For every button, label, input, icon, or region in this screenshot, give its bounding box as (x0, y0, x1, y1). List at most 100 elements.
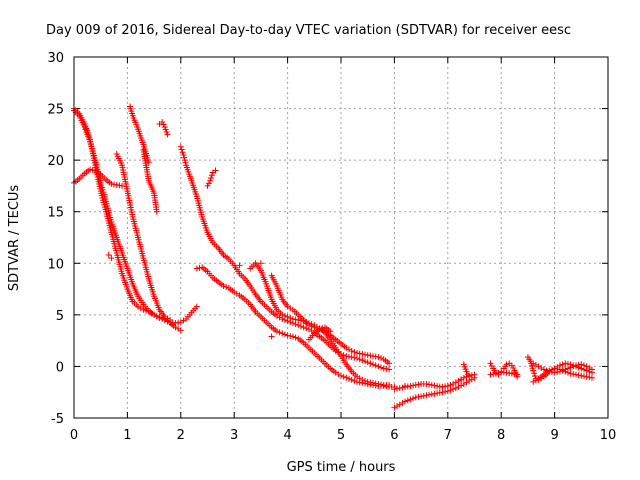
data-point-interp (362, 377, 369, 384)
data-point (354, 378, 361, 385)
data-point (300, 324, 307, 331)
data-point-interp (362, 358, 369, 365)
data-point-interp (351, 354, 358, 361)
data-point (583, 363, 590, 370)
data-point (172, 320, 179, 327)
data-point (439, 384, 446, 391)
data-point (348, 354, 355, 361)
data-point-interp (367, 379, 374, 386)
data-point (492, 370, 499, 377)
data-point (316, 326, 323, 333)
data-point (364, 378, 371, 385)
x-axis-label: GPS time / hours (287, 460, 396, 475)
data-point-interp (463, 379, 470, 386)
data-point-interp (362, 351, 369, 358)
data-point (193, 303, 200, 310)
data-point (305, 322, 312, 329)
data-point-interp (495, 370, 502, 377)
data-point-interp (153, 312, 160, 319)
data-point (530, 378, 537, 385)
data-point (354, 355, 361, 362)
data-point (212, 167, 219, 174)
data-point (359, 351, 366, 358)
data-point (348, 347, 355, 354)
data-point (434, 383, 441, 390)
data-point (343, 374, 350, 381)
data-point (177, 143, 184, 150)
data-point-interp (436, 383, 443, 390)
data-point (177, 327, 184, 334)
data-point (508, 370, 515, 377)
data-point-interp (404, 383, 411, 390)
grid-lines (74, 57, 608, 418)
data-point (487, 371, 494, 378)
data-point (145, 159, 152, 166)
data-point-interp (169, 319, 176, 326)
data-point (386, 360, 393, 367)
data-point-interp (196, 264, 203, 271)
data-point (444, 383, 451, 390)
data-point (455, 384, 462, 391)
data-point (289, 333, 296, 340)
data-point (546, 368, 553, 375)
x-tick-label: 0 (70, 428, 78, 443)
data-point-interp (208, 175, 215, 182)
data-point (359, 376, 366, 383)
data-point (113, 181, 120, 188)
x-tick-label: 1 (123, 428, 131, 443)
data-point (583, 373, 590, 380)
data-point (167, 317, 174, 324)
x-tick-label: 10 (600, 428, 617, 443)
data-point (466, 373, 473, 380)
data-point-interp (580, 373, 587, 380)
data-point-interp (458, 382, 465, 389)
data-point-interp (116, 182, 123, 189)
data-point-interp (548, 369, 555, 376)
data-point (572, 371, 579, 378)
data-points (71, 103, 595, 411)
data-point (514, 371, 521, 378)
data-point-interp (292, 316, 299, 323)
data-point (204, 182, 211, 189)
data-point (375, 354, 382, 361)
y-tick-label: 0 (56, 360, 64, 375)
x-tick-label: 3 (230, 428, 238, 443)
x-tick-label: 7 (444, 428, 452, 443)
data-point (396, 385, 403, 392)
data-point-interp (436, 389, 443, 396)
data-point (108, 180, 115, 187)
data-point (572, 362, 579, 369)
data-point-interp (410, 395, 417, 402)
data-point-interp (303, 325, 310, 332)
data-point-interp (378, 381, 385, 388)
data-point-interp (383, 366, 390, 373)
data-point (108, 255, 115, 262)
y-axis-label: SDTVAR / TECUs (7, 185, 22, 292)
data-point-interp (431, 382, 438, 389)
data-point-interp (175, 319, 182, 326)
data-point-interp (223, 284, 230, 291)
data-point-interp (281, 312, 288, 319)
data-point (450, 386, 457, 393)
data-point (220, 282, 227, 289)
data-point-interp (575, 361, 582, 368)
data-point (567, 370, 574, 377)
data-point (156, 313, 163, 320)
data-point (434, 390, 441, 397)
data-point-interp (205, 180, 212, 187)
data-point (279, 330, 286, 337)
data-point-interp (372, 353, 379, 360)
chart-title: Day 009 of 2016, Sidereal Day-to-day VTE… (46, 23, 571, 38)
data-point-interp (340, 352, 347, 359)
data-point (153, 208, 160, 215)
data-point-interp (351, 348, 358, 355)
data-point-interp (137, 305, 144, 312)
data-point-interp (378, 355, 385, 362)
data-point-interp (404, 397, 411, 404)
data-point-interp (420, 392, 427, 399)
data-point-interp (554, 369, 561, 376)
data-point-interp (181, 157, 188, 164)
data-point-interp (356, 375, 363, 382)
data-point-interp (89, 166, 96, 173)
data-point (578, 361, 585, 368)
